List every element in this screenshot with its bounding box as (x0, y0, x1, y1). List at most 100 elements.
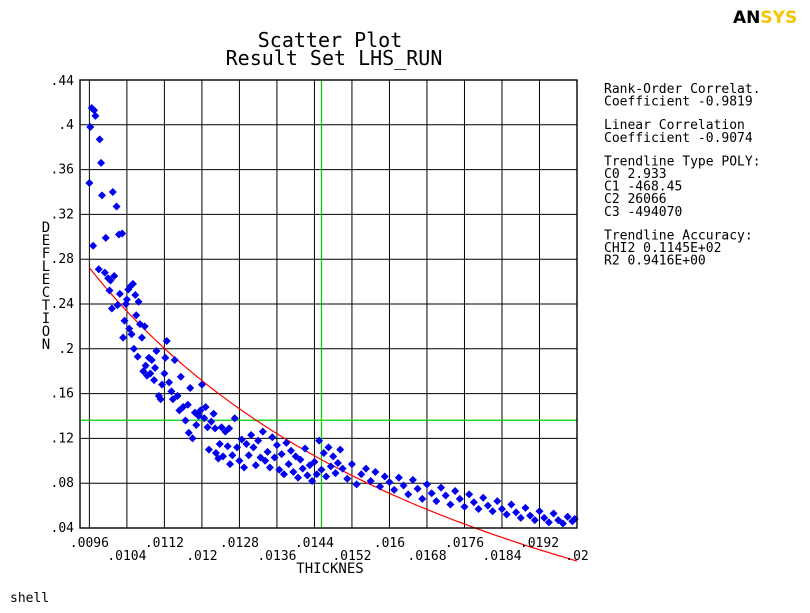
data-point (129, 344, 138, 353)
data-point (98, 191, 107, 200)
data-point (201, 403, 210, 412)
data-point (85, 179, 94, 188)
grid-lines (80, 79, 578, 529)
y-tick-labels: .04 .08 .12 .16 .2 .24 .28 .32 .36 .4 .44 (51, 74, 75, 536)
x-tick-label: .0104 (107, 549, 146, 564)
data-point (390, 485, 399, 494)
data-point (196, 406, 205, 415)
chart-title: Scatter Plot (258, 28, 403, 52)
data-point (497, 504, 506, 513)
data-point (105, 286, 114, 295)
stat-line: C3 -494070 (604, 205, 682, 220)
data-point (502, 510, 511, 519)
data-point (192, 420, 201, 429)
data-point (437, 483, 446, 492)
data-point (289, 468, 298, 476)
data-point (211, 424, 220, 433)
x-tick-label: .016 (374, 536, 405, 551)
data-point (446, 500, 455, 509)
trend-curve (88, 267, 578, 562)
stat-line: Rank-Order Correlat. (604, 82, 761, 97)
data-point (233, 443, 242, 452)
data-point (275, 465, 284, 474)
statistics-panel: Rank-Order Correlat.Coefficient -0.9819 L… (604, 82, 761, 269)
caption: shell (10, 591, 49, 606)
y-tick-label: .12 (51, 431, 74, 446)
data-point (90, 106, 99, 115)
data-point (554, 516, 563, 525)
data-point (549, 509, 558, 518)
data-point (150, 376, 159, 385)
data-point (101, 233, 110, 242)
data-point (108, 188, 117, 196)
data-point (526, 511, 535, 520)
data-point (258, 427, 267, 436)
data-point (303, 471, 312, 480)
data-point (319, 448, 328, 457)
stat-line: C1 -468.45 (604, 180, 682, 195)
data-point (228, 451, 237, 460)
data-point (160, 369, 169, 378)
data-point (317, 465, 326, 474)
data-point (483, 501, 492, 510)
data-point (284, 460, 293, 469)
ansys-logo: ANSYS (733, 8, 797, 28)
data-point (133, 352, 142, 361)
data-point (120, 316, 129, 325)
data-point (147, 356, 156, 364)
data-point (265, 463, 274, 472)
data-point (312, 470, 321, 479)
y-tick-label: .32 (51, 207, 74, 222)
data-point (294, 473, 303, 482)
data-point (110, 272, 119, 280)
data-point (113, 301, 122, 310)
data-point (235, 456, 244, 465)
data-point (106, 276, 115, 285)
y-tick-label: .24 (51, 297, 75, 312)
data-point (119, 333, 128, 342)
data-point (558, 519, 567, 528)
data-point (272, 441, 281, 450)
data-point (441, 491, 450, 500)
data-point (161, 353, 170, 362)
data-point (158, 380, 167, 389)
data-point (251, 461, 260, 470)
data-point (516, 513, 525, 522)
data-point (207, 417, 216, 426)
data-point (132, 311, 141, 320)
data-point (324, 443, 333, 452)
data-point (336, 445, 345, 454)
data-point (162, 336, 171, 345)
stat-line: C2 26066 (604, 192, 667, 207)
x-tick-label: .0096 (70, 536, 109, 551)
data-point (427, 489, 436, 498)
data-point (128, 279, 137, 288)
data-point (151, 363, 160, 372)
data-point (479, 493, 488, 502)
data-point (146, 369, 155, 378)
data-point (204, 445, 213, 454)
data-point (244, 451, 253, 460)
data-point (352, 480, 361, 489)
data-point (215, 440, 224, 448)
data-point (399, 481, 408, 490)
data-point (203, 423, 212, 432)
x-tick-label: .0184 (482, 549, 521, 564)
data-point (225, 424, 234, 433)
data-point (357, 470, 366, 479)
data-point (219, 452, 228, 461)
data-point (240, 463, 249, 472)
data-point (197, 380, 206, 389)
data-point (326, 462, 335, 471)
stat-line: R2 0.9416E+00 (604, 254, 706, 269)
data-point (137, 333, 146, 342)
data-point (100, 268, 109, 277)
data-point (188, 434, 197, 443)
data-point (134, 297, 143, 306)
data-point (451, 487, 460, 496)
data-point (223, 442, 232, 451)
data-point (310, 457, 319, 466)
data-point (338, 464, 347, 473)
y-tick-label: .2 (58, 342, 74, 357)
